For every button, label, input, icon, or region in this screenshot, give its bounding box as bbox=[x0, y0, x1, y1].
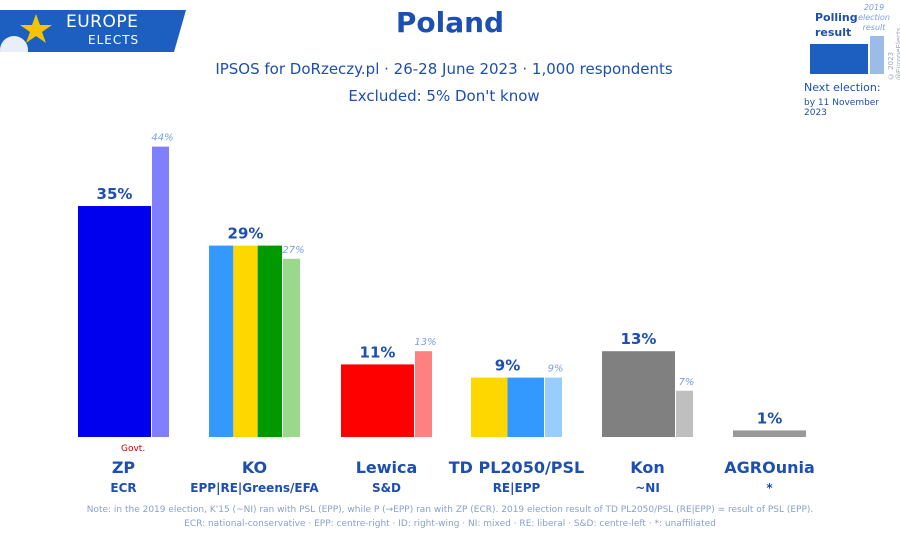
footnote-line-1: Note: in the 2019 election, K'15 (~NI) r… bbox=[86, 505, 814, 515]
party-name: Lewica bbox=[355, 458, 418, 477]
poll-bar-ko-seg2 bbox=[257, 245, 282, 437]
party-group: * bbox=[766, 481, 773, 495]
logo-text-europe: EUROPE bbox=[66, 12, 139, 32]
europe-elects-logo bbox=[0, 10, 186, 52]
poll-bar-tdpl2050psl-seg0 bbox=[471, 377, 508, 437]
election-value-label: 44% bbox=[151, 133, 173, 144]
poll-bar-zp bbox=[78, 206, 151, 437]
party-group: EPP|RE|Greens/EFA bbox=[190, 481, 319, 495]
poll-value-label: 9% bbox=[495, 357, 520, 375]
party-name: TD PL2050/PSL bbox=[448, 458, 585, 477]
legend-election-result: 2019 election result bbox=[858, 3, 890, 32]
star-icon bbox=[20, 14, 52, 43]
election-bar-kon bbox=[676, 390, 693, 437]
party-group: S&D bbox=[371, 481, 402, 495]
election-value-label: 9% bbox=[548, 364, 564, 375]
legend-election-swatch bbox=[870, 36, 884, 74]
next-election-label: Next election: bbox=[804, 81, 881, 94]
legend-poll-swatch bbox=[810, 44, 868, 74]
poll-bar-ko-seg0 bbox=[209, 245, 234, 437]
election-bar-lewica bbox=[415, 351, 432, 437]
poll-bar-agrounia bbox=[733, 430, 806, 437]
election-value-label: 27% bbox=[282, 245, 304, 256]
election-value-label: 13% bbox=[414, 337, 436, 348]
poll-bar-tdpl2050psl-seg1 bbox=[507, 377, 544, 437]
page-title: Poland bbox=[395, 6, 505, 39]
poll-value-label: 35% bbox=[97, 185, 133, 203]
election-value-label: 7% bbox=[679, 377, 695, 388]
poll-value-label: 1% bbox=[757, 409, 782, 427]
poll-subtitle: IPSOS for DoRzeczy.pl · 26-28 June 2023 … bbox=[215, 60, 673, 78]
poll-bar-ko-seg1 bbox=[233, 245, 258, 437]
footnote-line-2: ECR: national-conservative · EPP: centre… bbox=[184, 519, 716, 529]
party-name: ZP bbox=[111, 458, 136, 477]
poll-bar-kon bbox=[602, 351, 675, 437]
poll-bar-lewica bbox=[341, 364, 414, 437]
govt-label: Govt. bbox=[121, 444, 146, 454]
party-name: Kon bbox=[630, 458, 665, 477]
party-name: KO bbox=[241, 458, 268, 477]
election-bar-zp bbox=[152, 146, 169, 437]
party-group: ~NI bbox=[635, 481, 660, 495]
poll-value-label: 11% bbox=[360, 343, 396, 361]
logo-text-elects: ELECTS bbox=[88, 33, 140, 47]
election-bar-tdpl2050psl bbox=[545, 377, 562, 437]
poll-value-label: 29% bbox=[228, 225, 264, 243]
party-group: ECR bbox=[110, 481, 137, 495]
next-election-date: by 11 November 2023 bbox=[804, 98, 880, 118]
legend-polling-result: Polling result bbox=[815, 11, 858, 39]
party-group: RE|EPP bbox=[492, 481, 541, 495]
party-name: AGROunia bbox=[724, 458, 815, 477]
poll-value-label: 13% bbox=[621, 330, 657, 348]
election-bar-ko bbox=[283, 258, 300, 437]
excluded-note: Excluded: 5% Don't know bbox=[348, 87, 540, 105]
